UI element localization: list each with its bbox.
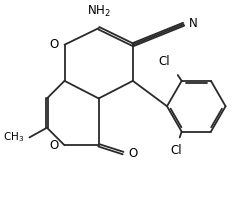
Text: O: O [49,38,59,51]
Text: N: N [188,17,197,30]
Text: NH$_2$: NH$_2$ [87,4,111,19]
Text: O: O [128,147,137,160]
Text: O: O [49,139,59,152]
Text: CH$_3$: CH$_3$ [3,131,24,144]
Text: Cl: Cl [170,144,182,157]
Text: Cl: Cl [158,55,170,68]
